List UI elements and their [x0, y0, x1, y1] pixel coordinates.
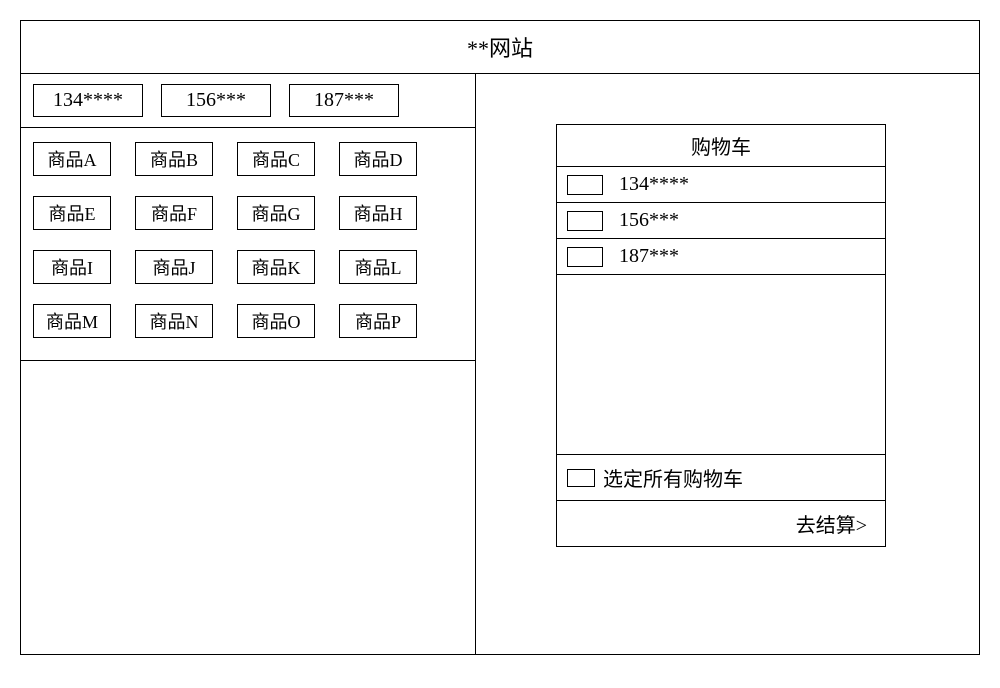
- product-label: 商品D: [354, 150, 403, 170]
- cart-item-checkbox[interactable]: [567, 247, 603, 267]
- product-section: 商品A 商品B 商品C 商品D 商品E 商品F 商品G 商品H 商品I 商品J …: [21, 127, 475, 361]
- product-item[interactable]: 商品O: [237, 304, 315, 338]
- phone-label: 187***: [314, 89, 374, 111]
- product-label: 商品G: [252, 204, 301, 224]
- phone-row: 134**** 156*** 187***: [21, 74, 475, 127]
- product-item[interactable]: 商品N: [135, 304, 213, 338]
- page-title: **网站: [467, 36, 533, 61]
- product-item[interactable]: 商品A: [33, 142, 111, 176]
- product-label: 商品F: [151, 204, 197, 224]
- product-label: 商品I: [51, 258, 93, 278]
- product-label: 商品N: [150, 312, 199, 332]
- cart-select-all-row: 选定所有购物车: [557, 455, 885, 501]
- body-row: 134**** 156*** 187*** 商品A 商品B 商品C 商品D 商品…: [21, 74, 979, 654]
- product-item[interactable]: 商品L: [339, 250, 417, 284]
- product-item[interactable]: 商品C: [237, 142, 315, 176]
- cart-panel: 购物车 134**** 156*** 187*** 选定所有购物: [556, 124, 886, 547]
- product-item[interactable]: 商品E: [33, 196, 111, 230]
- product-item[interactable]: 商品H: [339, 196, 417, 230]
- product-item[interactable]: 商品I: [33, 250, 111, 284]
- cart-item: 134****: [557, 167, 885, 203]
- cart-item: 156***: [557, 203, 885, 239]
- product-label: 商品M: [46, 312, 98, 332]
- phone-label: 134****: [53, 89, 123, 111]
- cart-spacer: [557, 275, 885, 455]
- product-label: 商品B: [150, 150, 198, 170]
- product-item[interactable]: 商品F: [135, 196, 213, 230]
- product-label: 商品H: [354, 204, 403, 224]
- phone-box-0[interactable]: 134****: [33, 84, 143, 117]
- product-label: 商品C: [252, 150, 300, 170]
- phone-box-2[interactable]: 187***: [289, 84, 399, 117]
- product-item[interactable]: 商品J: [135, 250, 213, 284]
- product-item[interactable]: 商品G: [237, 196, 315, 230]
- cart-item-label: 187***: [619, 245, 679, 268]
- product-label: 商品P: [355, 312, 401, 332]
- cart-item-label: 156***: [619, 209, 679, 232]
- cart-item-checkbox[interactable]: [567, 175, 603, 195]
- product-label: 商品A: [48, 150, 97, 170]
- cart-item-label: 134****: [619, 173, 689, 196]
- product-item[interactable]: 商品B: [135, 142, 213, 176]
- cart-title-bar: 购物车: [557, 125, 885, 167]
- product-item[interactable]: 商品D: [339, 142, 417, 176]
- cart-item-checkbox[interactable]: [567, 211, 603, 231]
- product-item[interactable]: 商品M: [33, 304, 111, 338]
- product-grid: 商品A 商品B 商品C 商品D 商品E 商品F 商品G 商品H 商品I 商品J …: [33, 142, 463, 338]
- select-all-label: 选定所有购物车: [603, 463, 743, 492]
- checkout-row[interactable]: 去结算>: [557, 501, 885, 546]
- product-item[interactable]: 商品P: [339, 304, 417, 338]
- blank-section: [21, 361, 475, 654]
- phone-box-1[interactable]: 156***: [161, 84, 271, 117]
- cart-item: 187***: [557, 239, 885, 275]
- product-label: 商品J: [153, 258, 196, 278]
- phone-label: 156***: [186, 89, 246, 111]
- select-all-checkbox[interactable]: [567, 469, 595, 487]
- product-label: 商品L: [355, 258, 402, 278]
- product-label: 商品O: [252, 312, 301, 332]
- right-column: 购物车 134**** 156*** 187*** 选定所有购物: [476, 74, 979, 654]
- title-bar: **网站: [21, 21, 979, 74]
- product-label: 商品E: [49, 204, 96, 224]
- cart-title: 购物车: [691, 137, 751, 159]
- checkout-label: 去结算>: [796, 515, 867, 537]
- page-frame: **网站 134**** 156*** 187*** 商品A 商品B 商品C: [20, 20, 980, 655]
- left-column: 134**** 156*** 187*** 商品A 商品B 商品C 商品D 商品…: [21, 74, 476, 654]
- product-item[interactable]: 商品K: [237, 250, 315, 284]
- product-label: 商品K: [252, 258, 301, 278]
